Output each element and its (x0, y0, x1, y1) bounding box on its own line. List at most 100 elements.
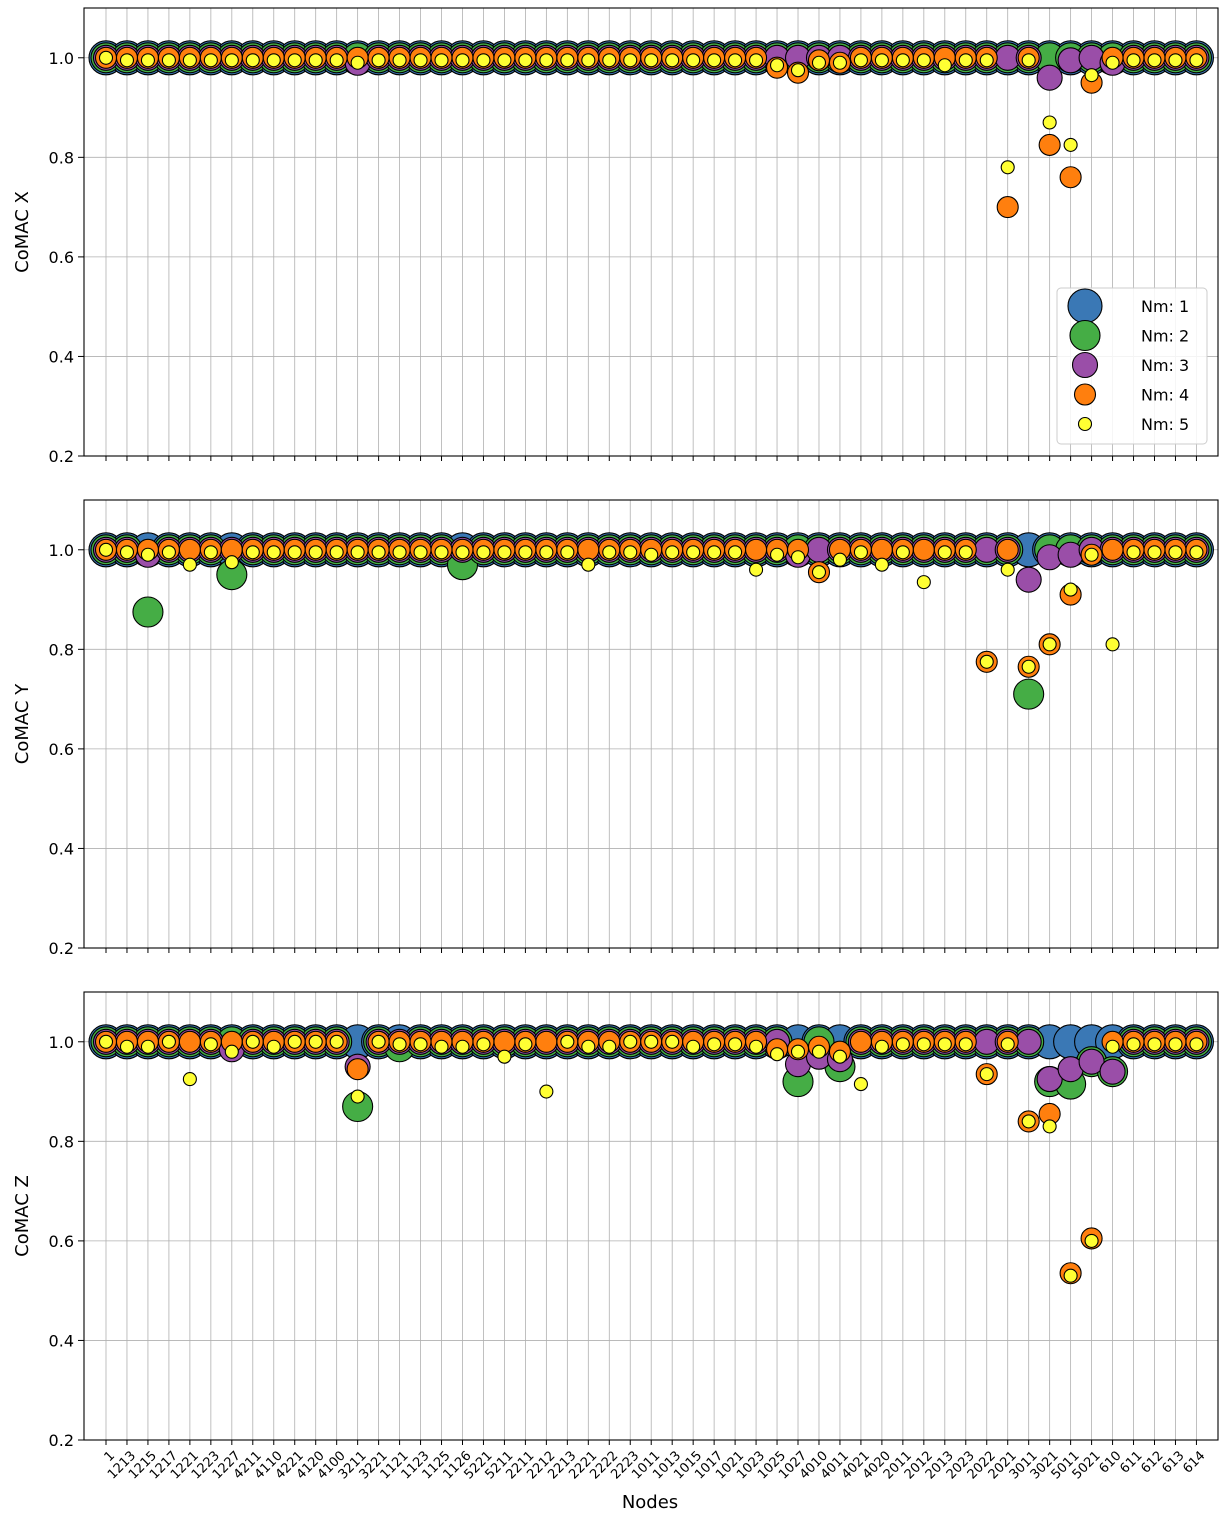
y-tick-label: 0.2 (49, 447, 74, 466)
marker-nm5 (874, 53, 889, 68)
marker-nm5 (497, 545, 512, 560)
y-tick-label: 0.6 (49, 740, 74, 759)
marker-nm5 (958, 1037, 973, 1052)
marker-nm5 (455, 1039, 470, 1054)
marker-nm5 (874, 557, 889, 572)
marker-nm5 (308, 53, 323, 68)
marker-nm5 (350, 545, 365, 560)
marker-nm5 (518, 53, 533, 68)
marker-nm5 (560, 545, 575, 560)
marker-nm5 (665, 53, 680, 68)
marker-nm5 (937, 58, 952, 73)
marker-nm5 (413, 545, 428, 560)
marker-nm3 (1036, 1066, 1063, 1093)
marker-nm5 (371, 53, 386, 68)
y-tick-label: 0.8 (49, 1132, 74, 1151)
marker-nm5 (476, 1037, 491, 1052)
marker-nm5 (476, 545, 491, 560)
marker-nm5 (916, 575, 931, 590)
marker-nm4 (996, 196, 1019, 219)
marker-nm5 (98, 1034, 114, 1049)
marker-nm5 (497, 53, 512, 68)
marker-nm5 (1126, 1037, 1141, 1052)
marker-nm5 (182, 1072, 197, 1087)
marker-nm5 (916, 53, 931, 68)
marker-nm5 (1168, 545, 1183, 560)
marker-nm5 (308, 545, 323, 560)
marker-nm5 (1000, 1037, 1015, 1052)
marker-nm5 (602, 53, 617, 68)
marker-nm5 (1105, 55, 1120, 70)
marker-nm5 (119, 545, 135, 560)
x-tick-label: 614 (1180, 1448, 1208, 1476)
marker-nm5 (937, 1037, 952, 1052)
marker-nm5 (895, 1037, 910, 1052)
marker-nm5 (1000, 160, 1015, 175)
marker-nm5 (455, 545, 470, 560)
marker-nm5 (707, 53, 722, 68)
marker-nm5 (1147, 53, 1162, 68)
marker-nm5 (1042, 115, 1057, 130)
legend-marker (1069, 319, 1101, 352)
marker-nm2 (1013, 678, 1045, 710)
marker-nm5 (434, 545, 449, 560)
marker-nm5 (98, 542, 114, 557)
legend-label: Nm: 1 (1141, 297, 1189, 316)
marker-nm5 (665, 545, 680, 560)
marker-nm5 (203, 1037, 218, 1052)
marker-nm5 (644, 53, 659, 68)
marker-nm5 (979, 654, 994, 669)
marker-nm5 (686, 545, 701, 560)
marker-nm5 (1021, 659, 1036, 674)
y-tick-label: 0.4 (49, 347, 74, 366)
y-tick-label: 0.6 (49, 1232, 74, 1251)
y-axis-label: CoMAC X (12, 191, 33, 273)
marker-nm4 (535, 1030, 558, 1053)
marker-nm5 (203, 545, 218, 560)
marker-nm5 (1021, 53, 1036, 68)
marker-nm5 (539, 545, 554, 560)
marker-nm5 (140, 53, 155, 68)
legend: Nm: 1 Nm: 2 Nm: 3 Nm: 4 Nm: 5 (1056, 287, 1208, 445)
marker-nm5 (602, 1039, 617, 1054)
marker-nm4 (745, 538, 768, 561)
marker-nm5 (895, 53, 910, 68)
marker-nm5 (329, 545, 344, 560)
marker-nm5 (1063, 582, 1078, 597)
y-tick-label: 0.4 (49, 839, 74, 858)
panel-2: 0.2 0.4 0.6 0.8 1.0 CoMAC Y (12, 499, 1219, 958)
y-tick-label: 1.0 (49, 1033, 74, 1052)
marker-nm5 (350, 1089, 365, 1104)
marker-nm5 (623, 1034, 638, 1049)
marker-nm5 (455, 53, 470, 68)
marker-nm5 (182, 557, 197, 572)
marker-nm5 (203, 53, 218, 68)
marker-nm5 (245, 53, 260, 68)
marker-nm4 (178, 538, 201, 561)
marker-nm5 (1189, 545, 1204, 560)
marker-nm5 (686, 1039, 701, 1054)
marker-nm5 (434, 53, 449, 68)
marker-nm5 (1147, 545, 1162, 560)
y-tick-label: 0.8 (49, 640, 74, 659)
marker-nm5 (371, 545, 386, 560)
marker-nm5 (308, 1034, 323, 1049)
marker-nm5 (560, 53, 575, 68)
marker-nm5 (749, 53, 764, 68)
marker-nm5 (413, 1037, 428, 1052)
marker-nm5 (224, 1044, 239, 1059)
marker-nm5 (790, 63, 806, 78)
marker-nm5 (1126, 545, 1141, 560)
marker-nm2 (132, 596, 164, 628)
marker-nm5 (623, 545, 638, 560)
marker-nm5 (1189, 53, 1204, 68)
marker-nm5 (1105, 637, 1120, 652)
marker-nm5 (560, 1034, 575, 1049)
y-tick-label: 0.2 (49, 939, 74, 958)
marker-nm5 (1084, 547, 1099, 562)
marker-nm5 (895, 545, 910, 560)
marker-nm5 (518, 545, 533, 560)
marker-nm5 (979, 53, 994, 68)
marker-nm5 (979, 1067, 994, 1082)
